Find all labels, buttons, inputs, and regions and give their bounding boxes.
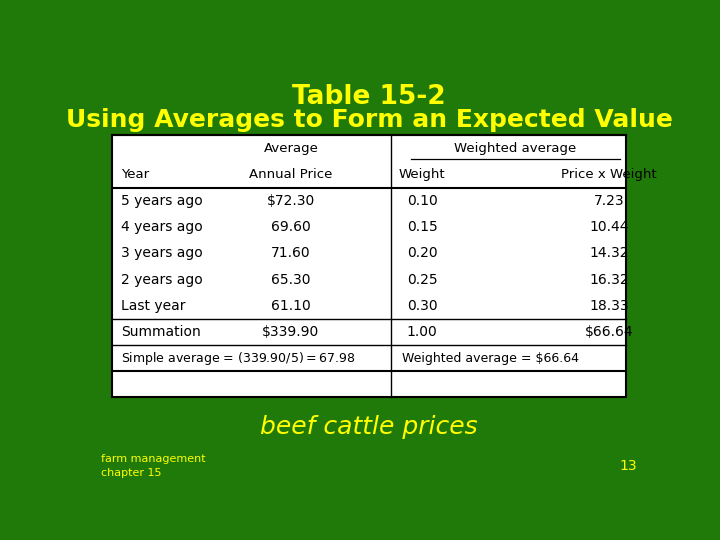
Text: Year: Year [121,168,149,181]
Text: Price x Weight: Price x Weight [561,168,657,181]
FancyBboxPatch shape [112,136,626,397]
Text: 13: 13 [619,459,637,473]
Text: Simple average = ($339.90/5) = $67.98: Simple average = ($339.90/5) = $67.98 [121,349,355,367]
Text: 65.30: 65.30 [271,273,310,287]
Text: 0.10: 0.10 [407,194,437,208]
Text: $72.30: $72.30 [266,194,315,208]
Text: 3 years ago: 3 years ago [121,246,202,260]
Text: 18.33: 18.33 [589,299,629,313]
Text: beef cattle prices: beef cattle prices [260,415,478,438]
Text: $339.90: $339.90 [262,325,320,339]
Text: 61.10: 61.10 [271,299,311,313]
Text: Table 15-2: Table 15-2 [292,84,446,110]
Text: Weighted average: Weighted average [454,142,577,155]
Text: 14.32: 14.32 [589,246,629,260]
Text: 16.32: 16.32 [589,273,629,287]
Text: 0.30: 0.30 [407,299,437,313]
Text: 10.44: 10.44 [589,220,629,234]
Text: Weight: Weight [399,168,446,181]
Text: Annual Price: Annual Price [249,168,333,181]
Text: 69.60: 69.60 [271,220,311,234]
Text: 2 years ago: 2 years ago [121,273,202,287]
Text: 1.00: 1.00 [407,325,437,339]
Text: farm management
chapter 15: farm management chapter 15 [101,455,206,478]
Text: 71.60: 71.60 [271,246,311,260]
Text: 4 years ago: 4 years ago [121,220,202,234]
Text: 0.20: 0.20 [407,246,437,260]
Text: Weighted average = $66.64: Weighted average = $66.64 [402,352,580,365]
Text: 5 years ago: 5 years ago [121,194,202,208]
Text: Last year: Last year [121,299,185,313]
Text: 0.15: 0.15 [407,220,437,234]
Text: $66.64: $66.64 [585,325,634,339]
Text: Average: Average [264,142,318,155]
Text: Summation: Summation [121,325,200,339]
Text: 7.23: 7.23 [593,194,624,208]
Text: 0.25: 0.25 [407,273,437,287]
Text: Using Averages to Form an Expected Value: Using Averages to Form an Expected Value [66,109,672,132]
